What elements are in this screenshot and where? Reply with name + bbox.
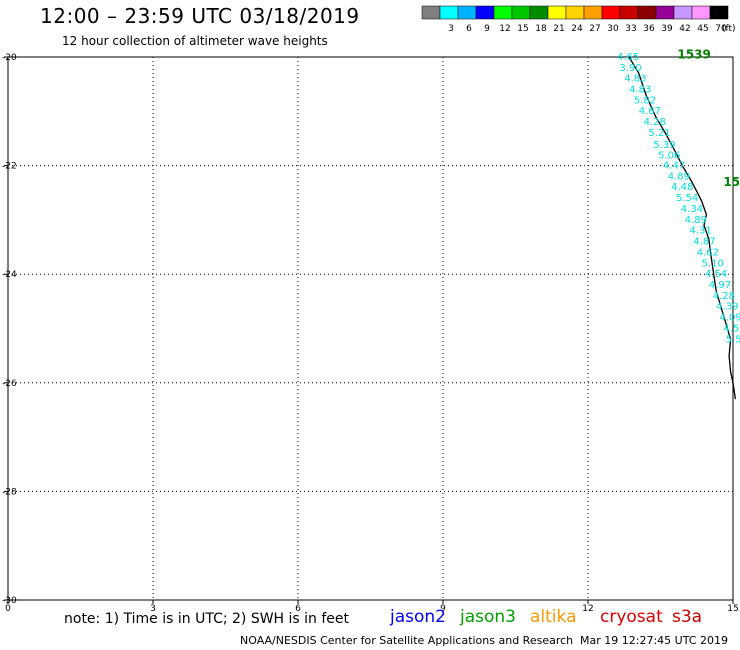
legend-swatch xyxy=(439,5,459,20)
wave-height-value: 4.97 xyxy=(709,280,731,291)
y-tick-label: -20 xyxy=(2,53,17,63)
wave-height-value: 4.34 xyxy=(681,204,703,215)
page-title: 12:00 – 23:59 UTC 03/18/2019 xyxy=(40,4,360,28)
coastline xyxy=(628,56,737,400)
color-legend: 3 6 9 12 15 18 21 24 27 30 33 36 39 42 45 70(ft) xyxy=(421,5,736,34)
legend-swatch xyxy=(619,5,639,20)
wave-height-value: 4.62 xyxy=(697,247,719,258)
legend-swatch xyxy=(655,5,675,20)
legend-swatch xyxy=(583,5,603,20)
legend-label: 33 xyxy=(625,24,636,34)
legend-swatch xyxy=(637,5,657,20)
legend-swatch xyxy=(565,5,585,20)
page-subtitle: 12 hour collection of altimeter wave hei… xyxy=(62,34,328,48)
legend-label: 27 xyxy=(589,24,600,34)
y-tick-label: -26 xyxy=(2,379,17,389)
legend-unit: (ft) xyxy=(722,24,736,34)
legend-label: 45 xyxy=(697,24,708,34)
wave-height-value: 4.89 xyxy=(668,171,690,182)
wave-height-value: 5.06 xyxy=(658,151,680,162)
wave-height-value: 3.90 xyxy=(619,63,641,74)
legend-label: 15 xyxy=(517,24,528,34)
y-tick-label: -24 xyxy=(2,270,17,280)
y-tick-label: -30 xyxy=(2,596,17,606)
x-tick-label: 6 xyxy=(295,604,301,614)
legend-label: 9 xyxy=(484,24,490,34)
satellite-jason3: jason3 xyxy=(460,607,516,627)
legend-swatch xyxy=(421,5,441,20)
legend-swatch xyxy=(709,5,729,20)
legend-label: 70 xyxy=(715,24,727,34)
x-tick-label: 0 xyxy=(5,604,11,614)
legend-swatch xyxy=(493,5,513,20)
wave-height-value: 5.10 xyxy=(702,258,724,269)
wave-height-value: 4.28 xyxy=(713,291,735,302)
legend-label: 36 xyxy=(643,24,655,34)
wave-height-labels: 4.653.904.834.835.824.674.285.215.395.06… xyxy=(617,47,740,345)
wave-height-value: 4.87 xyxy=(693,237,715,248)
map-axes: 0 3 6 9 12 15 -20 -22 -24 -26 -28 -30 xyxy=(2,53,739,614)
footer-note: note: 1) Time is in UTC; 2) SWH is in fe… xyxy=(64,611,350,627)
x-tick-label: 15 xyxy=(727,604,738,614)
satellite-jason2: jason2 xyxy=(390,607,446,627)
legend-swatch xyxy=(601,5,621,20)
credit-text: NOAA/NESDIS Center for Satellite Applica… xyxy=(240,634,574,647)
wave-height-value: 4.83 xyxy=(629,84,651,95)
wave-height-value: 5.54 xyxy=(676,193,698,204)
pass-number-label: 1539 xyxy=(677,47,710,61)
wave-height-value: 5.39 xyxy=(653,140,675,151)
wave-height-value: 5.21 xyxy=(648,128,670,139)
legend-swatch xyxy=(691,5,711,20)
wave-height-value: 4.47 xyxy=(663,161,685,172)
y-tick-label: -22 xyxy=(2,162,17,172)
generated-timestamp: Mar 19 12:27:45 UTC 2019 xyxy=(580,634,728,647)
x-tick-label: 9 xyxy=(440,604,446,614)
legend-label: 12 xyxy=(499,24,510,34)
legend-swatch xyxy=(529,5,549,20)
legend-label: 39 xyxy=(661,24,673,34)
legend-swatch xyxy=(511,5,531,20)
legend-swatch xyxy=(457,5,477,20)
legend-label: 3 xyxy=(448,24,454,34)
x-tick-label: 3 xyxy=(150,604,156,614)
legend-label: 6 xyxy=(466,24,472,34)
wave-height-value: 4.89 xyxy=(685,215,707,226)
legend-label: 30 xyxy=(607,24,619,34)
wave-height-value: 4.5 xyxy=(723,323,739,334)
y-tick-label: -28 xyxy=(2,487,17,497)
satellite-cryosat: cryosat xyxy=(600,607,663,627)
x-tick-label: 12 xyxy=(582,604,593,614)
pass-number-label: 1540 xyxy=(723,175,740,189)
satellite-altika: altika xyxy=(530,607,577,627)
wave-height-value: 4.67 xyxy=(639,106,661,117)
wave-height-value: 5.5 xyxy=(726,334,740,345)
wave-height-value: 4.09 xyxy=(719,313,740,324)
wave-height-value: 4.83 xyxy=(624,74,646,85)
legend-swatch xyxy=(547,5,567,20)
legend-label: 24 xyxy=(571,24,583,34)
map-grid xyxy=(8,57,733,600)
legend-label: 42 xyxy=(679,24,690,34)
satellite-s3a: s3a xyxy=(672,607,703,627)
wave-height-value: 4.39 xyxy=(716,302,738,313)
wave-height-value: 4.54 xyxy=(705,269,727,280)
legend-label: 18 xyxy=(535,24,547,34)
wave-height-value: 4.31 xyxy=(690,226,712,237)
legend-label: 21 xyxy=(553,24,564,34)
wave-height-value: 4.48 xyxy=(671,182,693,193)
legend-swatch xyxy=(475,5,495,20)
map-frame xyxy=(7,56,734,601)
wave-height-value: 4.28 xyxy=(644,117,666,128)
legend-swatch xyxy=(673,5,693,20)
wave-height-value: 5.82 xyxy=(634,95,656,106)
wave-height-value: 4.65 xyxy=(617,52,639,63)
